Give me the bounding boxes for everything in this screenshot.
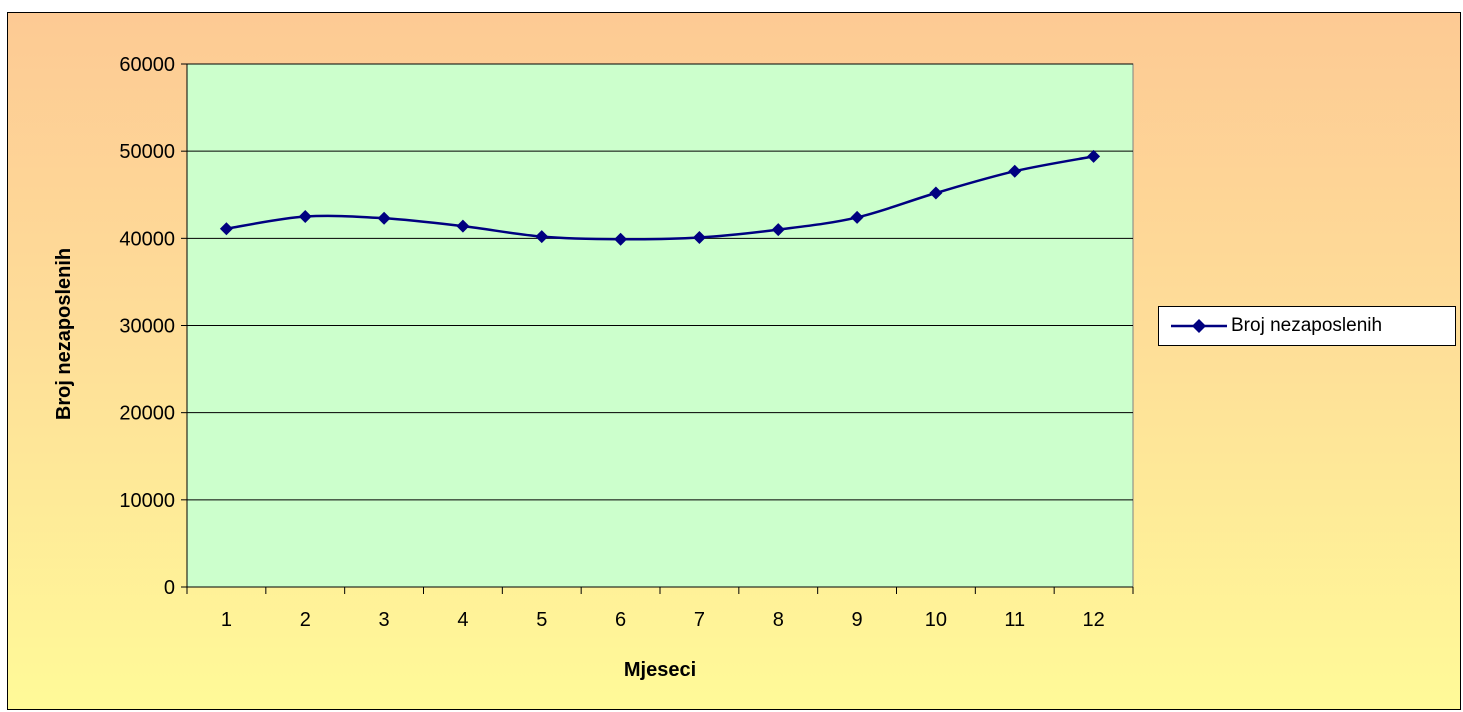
data-point-marker xyxy=(1008,164,1022,178)
data-point-marker xyxy=(771,223,785,237)
x-tick-label: 9 xyxy=(852,609,863,631)
axes xyxy=(181,63,1134,594)
x-tick-label: 10 xyxy=(925,609,947,631)
x-tick-label: 2 xyxy=(300,609,311,631)
y-tick-label: 20000 xyxy=(119,403,175,425)
data-point-marker xyxy=(692,230,706,244)
y-tick-label: 50000 xyxy=(119,141,175,163)
x-axis-title: Mjeseci xyxy=(624,659,696,681)
data-point-marker xyxy=(614,232,628,246)
y-tick-label: 40000 xyxy=(119,228,175,250)
y-tick-label: 0 xyxy=(164,577,175,599)
y-tick-labels: 0 10000 20000 30000 40000 50000 60000 xyxy=(119,54,175,599)
data-point-marker xyxy=(929,186,943,200)
y-tick-label: 30000 xyxy=(119,316,175,338)
x-tick-label: 5 xyxy=(536,609,547,631)
data-point-marker xyxy=(219,222,233,236)
x-tick-label: 3 xyxy=(379,609,390,631)
gridlines xyxy=(187,63,1133,501)
y-tick-label: 10000 xyxy=(119,490,175,512)
legend: Broj nezaposlenih xyxy=(1158,306,1456,346)
y-axis-title: Broj nezaposlenih xyxy=(53,248,75,420)
data-point-marker xyxy=(1087,149,1101,163)
data-point-marker xyxy=(377,211,391,225)
data-point-marker xyxy=(535,230,549,244)
data-point-marker xyxy=(456,219,470,233)
legend-label: Broj nezaposlenih xyxy=(1231,315,1383,336)
x-tick-label: 7 xyxy=(694,609,705,631)
x-tick-labels: 1 2 3 4 5 6 7 8 9 10 11 12 xyxy=(221,609,1105,631)
x-tick-label: 4 xyxy=(457,609,468,631)
y-tick-label: 60000 xyxy=(119,54,175,76)
data-point-marker xyxy=(298,210,312,224)
legend-line-marker-icon xyxy=(1171,319,1227,333)
x-tick-label: 1 xyxy=(221,609,232,631)
x-tick-label: 6 xyxy=(615,609,626,631)
x-tick-label: 11 xyxy=(1004,609,1025,631)
x-tick-label: 8 xyxy=(773,609,784,631)
data-point-marker xyxy=(850,210,864,224)
series-layer xyxy=(219,149,1101,246)
x-tick-label: 12 xyxy=(1082,609,1104,631)
